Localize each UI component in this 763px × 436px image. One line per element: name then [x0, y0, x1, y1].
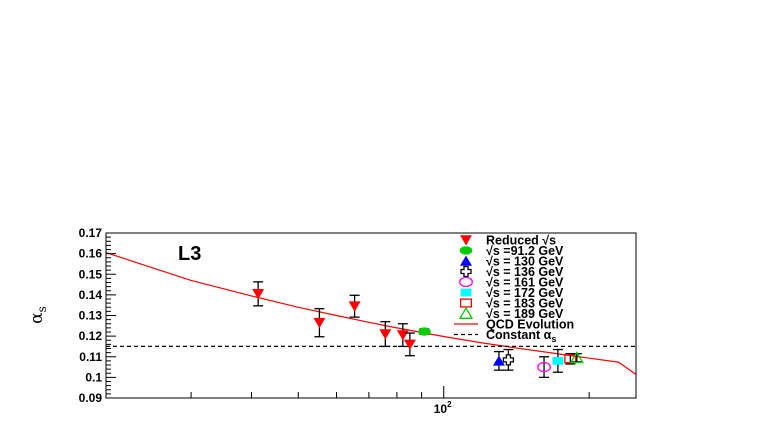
- legend-marker: [459, 246, 473, 255]
- legend-label: √s = 161 GeV: [486, 276, 564, 290]
- legend: Reduced √s√s =91.2 GeV√s = 130 GeV√s = 1…: [454, 234, 574, 344]
- y-tick-label: 0.15: [79, 267, 103, 281]
- marker: [313, 317, 326, 329]
- y-tick-label: 0.13: [79, 309, 103, 323]
- data-point: [569, 351, 584, 364]
- y-tick-label: 0.1: [85, 370, 102, 384]
- marker: [502, 354, 515, 366]
- legend-marker: [460, 288, 472, 297]
- legend-label: √s = 136 GeV: [486, 265, 564, 279]
- data-point: [502, 348, 515, 371]
- legend-label: √s = 172 GeV: [486, 286, 564, 300]
- y-tick-label: 0.11: [79, 350, 102, 364]
- legend-marker: [460, 255, 472, 266]
- data-point: [552, 348, 564, 373]
- experiment-label: L3: [178, 243, 201, 265]
- legend-label: √s = 130 GeV: [486, 255, 564, 269]
- legend-marker: [458, 306, 474, 319]
- legend-label: √s =91.2 GeV: [486, 244, 564, 258]
- legend-label: QCD Evolution: [486, 318, 574, 332]
- marker: [492, 355, 505, 366]
- data-point: [537, 356, 551, 379]
- qcd-evolution-curve: [105, 252, 637, 375]
- data-point: [492, 350, 505, 371]
- legend-marker: [460, 235, 472, 246]
- data-point: [403, 332, 416, 357]
- y-tick-label: 0.16: [79, 247, 103, 261]
- marker: [379, 329, 392, 340]
- y-tick-label: 0.14: [79, 288, 103, 302]
- marker: [252, 289, 265, 300]
- marker: [396, 330, 409, 341]
- marker: [418, 327, 431, 336]
- legend-label: Constant αs: [486, 328, 556, 344]
- y-tick-label: 0.09: [79, 391, 103, 405]
- data-point: [252, 281, 265, 307]
- data-point: [313, 308, 326, 338]
- data-point: [348, 294, 361, 318]
- marker: [537, 361, 551, 373]
- marker: [348, 301, 361, 312]
- marker: [552, 356, 564, 365]
- marker: [403, 339, 416, 350]
- legend-label: √s = 183 GeV: [486, 297, 564, 311]
- y-axis-label: αs: [27, 306, 49, 324]
- marker: [569, 351, 584, 364]
- legend-marker: [459, 276, 473, 288]
- data-point: [418, 327, 431, 336]
- y-axis-label-sub: s: [35, 306, 49, 312]
- y-tick-label: 0.17: [79, 226, 103, 240]
- legend-marker: [459, 298, 473, 308]
- data-point: [379, 321, 392, 348]
- y-tick-label: 0.12: [79, 329, 103, 343]
- x-tick-label: 102: [434, 400, 452, 416]
- legend-label: √s = 189 GeV: [486, 307, 564, 321]
- legend-marker: [460, 265, 472, 278]
- y-axis-label-main: α: [27, 312, 47, 324]
- legend-label: Reduced √s: [486, 234, 556, 248]
